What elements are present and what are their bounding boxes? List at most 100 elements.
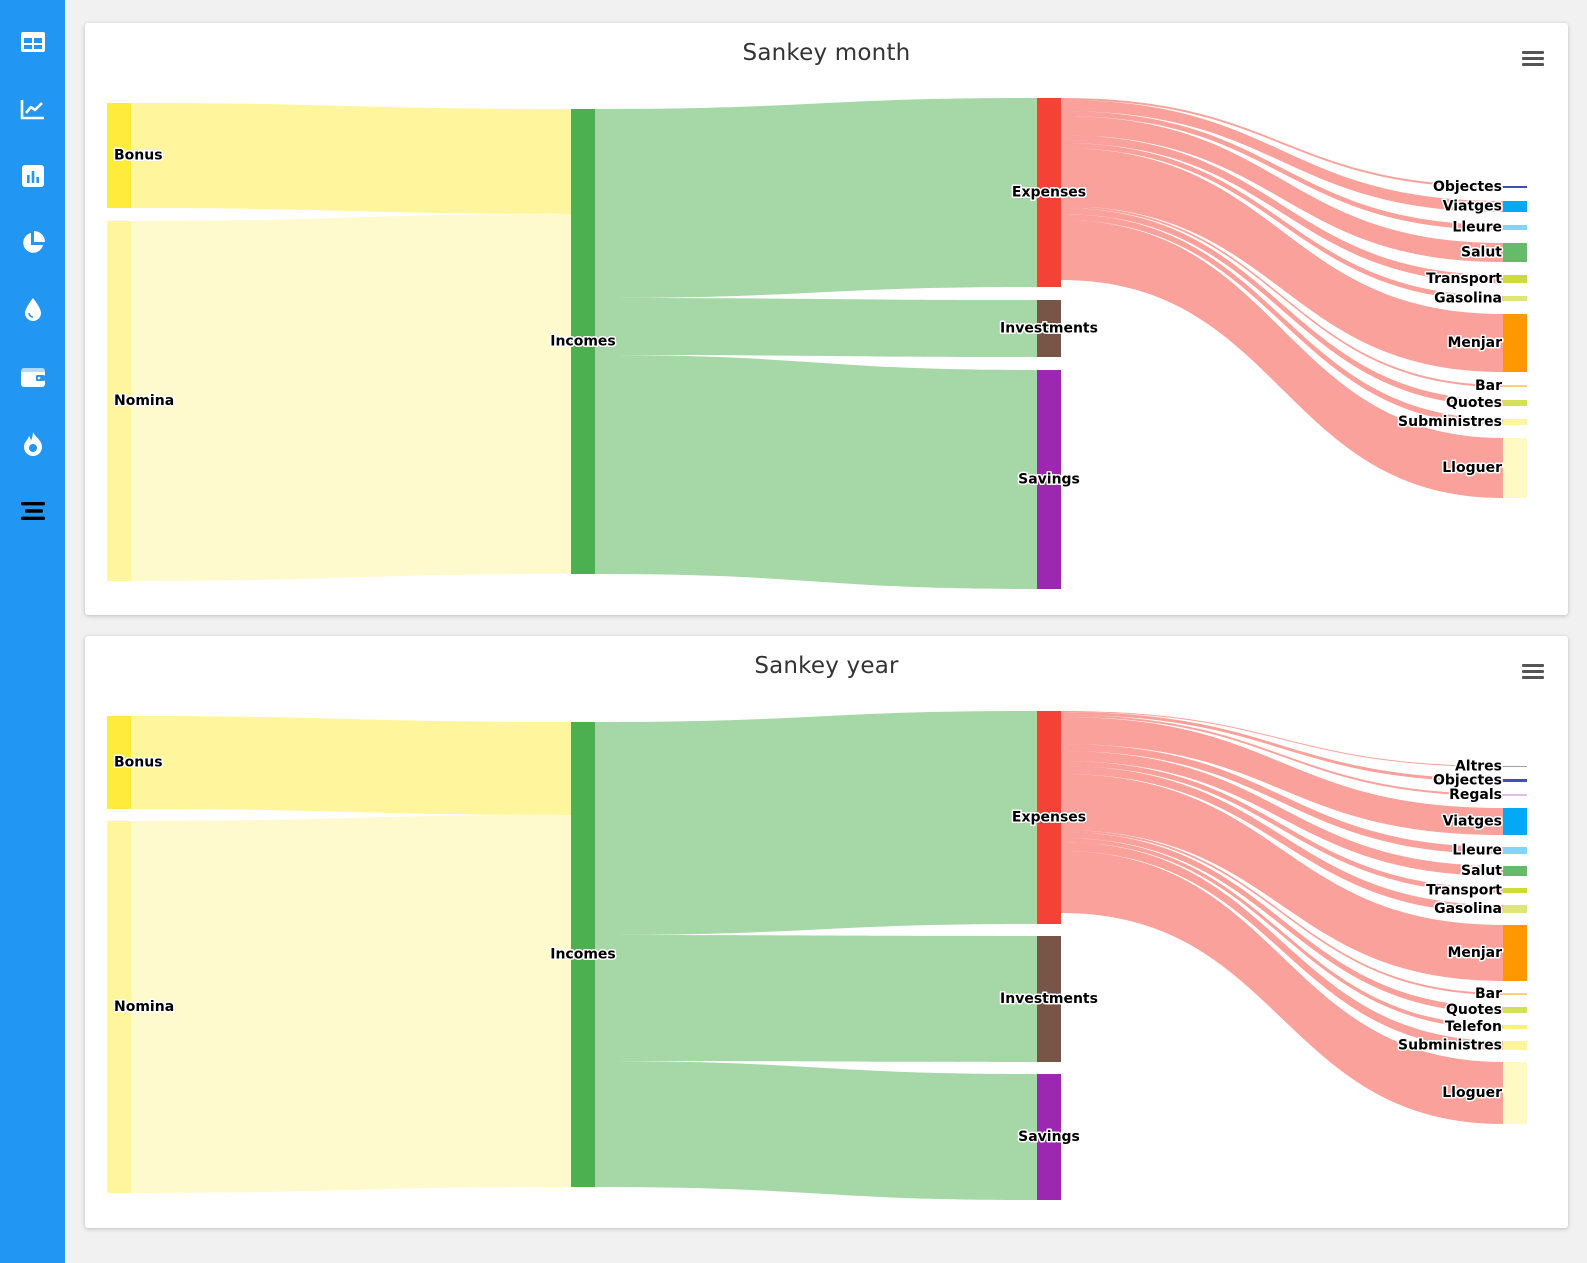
node-altres[interactable] [1503,766,1527,767]
node-label-viatges: Viatges [1443,814,1502,830]
node-label-quotes: Quotes [1446,395,1502,411]
link-expenses-to-lloguer[interactable] [1061,851,1503,1124]
node-label-lleure: Lleure [1452,220,1502,236]
node-incomes[interactable] [571,109,595,574]
node-label-investments: Investments [1000,321,1098,337]
link-expenses-to-bar[interactable] [1061,830,1503,995]
link-incomes-to-investments[interactable] [595,935,1037,1062]
node-nomina[interactable] [107,821,131,1193]
table-icon [20,31,46,53]
bar-chart-icon [21,164,45,188]
link-expenses-to-bar[interactable] [1061,206,1503,387]
link-incomes-to-expenses[interactable] [595,711,1037,935]
node-quotes[interactable] [1503,400,1527,406]
link-expenses-to-transport[interactable] [1061,761,1503,893]
node-objectes[interactable] [1503,779,1527,782]
node-transport[interactable] [1503,888,1527,893]
node-lloguer[interactable] [1503,438,1527,498]
link-expenses-to-quotes[interactable] [1061,208,1503,406]
node-gasolina[interactable] [1503,905,1527,913]
node-label-altres: Altres [1455,759,1502,775]
node-nomina[interactable] [107,221,131,581]
node-label-bar: Bar [1475,378,1502,394]
node-telefon[interactable] [1503,1025,1527,1029]
link-expenses-to-salut[interactable] [1061,751,1503,876]
sidebar-table-button[interactable] [13,22,52,61]
node-label-expenses: Expenses [1012,185,1086,201]
node-objectes[interactable] [1503,186,1527,188]
node-incomes[interactable] [571,722,595,1187]
link-expenses-to-objectes[interactable] [1061,98,1503,188]
node-label-incomes: Incomes [550,334,616,350]
link-expenses-to-quotes[interactable] [1061,832,1503,1013]
link-nomina-to-incomes[interactable] [131,815,571,1193]
node-label-lleure: Lleure [1452,843,1502,859]
link-expenses-to-viatges[interactable] [1061,100,1503,212]
node-menjar[interactable] [1503,925,1527,981]
link-incomes-to-savings[interactable] [595,1061,1037,1200]
link-incomes-to-expenses[interactable] [595,98,1037,298]
node-savings[interactable] [1037,370,1061,589]
node-bar[interactable] [1503,993,1527,995]
sidebar-wallet-button[interactable] [13,357,52,396]
hamburger-icon-bar [1522,664,1544,667]
link-expenses-to-gasolina[interactable] [1061,143,1503,301]
node-lloguer[interactable] [1503,1062,1527,1124]
link-expenses-to-salut[interactable] [1061,116,1503,262]
node-lleure[interactable] [1503,225,1527,230]
node-subministres[interactable] [1503,419,1527,425]
link-expenses-to-menjar[interactable] [1061,774,1503,981]
sidebar-bar-chart-button[interactable] [13,156,52,195]
node-viatges[interactable] [1503,201,1527,212]
link-expenses-to-regals[interactable] [1061,715,1503,796]
link-incomes-to-investments[interactable] [595,298,1037,357]
node-subministres[interactable] [1503,1041,1527,1050]
node-investments[interactable] [1037,936,1061,1062]
node-label-regals: Regals [1449,787,1502,803]
node-bar[interactable] [1503,385,1527,387]
link-expenses-to-altres[interactable] [1061,711,1503,767]
node-lleure[interactable] [1503,847,1527,854]
link-expenses-to-transport[interactable] [1061,135,1503,283]
node-expenses[interactable] [1037,711,1061,924]
link-nomina-to-incomes[interactable] [131,214,571,581]
node-bonus[interactable] [107,103,131,208]
link-expenses-to-lloguer[interactable] [1061,220,1503,498]
node-menjar[interactable] [1503,314,1527,372]
link-expenses-to-subministres[interactable] [1061,842,1503,1050]
node-quotes[interactable] [1503,1007,1527,1013]
link-incomes-to-savings[interactable] [595,355,1037,589]
chart-menu-button[interactable] [1522,662,1544,682]
sidebar-line-chart-button[interactable] [13,89,52,128]
link-expenses-to-lleure[interactable] [1061,744,1503,854]
water-drop-icon [23,297,43,323]
link-expenses-to-gasolina[interactable] [1061,766,1503,913]
sidebar-fire-button[interactable] [13,424,52,463]
node-expenses[interactable] [1037,98,1061,287]
sidebar-sankey-button[interactable] [13,491,52,530]
node-gasolina[interactable] [1503,296,1527,301]
sidebar-pie-chart-button[interactable] [13,223,52,262]
link-expenses-to-menjar[interactable] [1061,148,1503,372]
link-expenses-to-telefon[interactable] [1061,838,1503,1029]
sidebar-water-drop-button[interactable] [13,290,52,329]
link-expenses-to-lleure[interactable] [1061,111,1503,230]
link-expenses-to-viatges[interactable] [1061,717,1503,835]
node-label-nomina: Nomina [114,999,174,1015]
link-bonus-to-incomes[interactable] [131,716,571,815]
node-viatges[interactable] [1503,808,1527,835]
node-bonus[interactable] [107,716,131,809]
node-label-objectes: Objectes [1433,773,1502,789]
node-salut[interactable] [1503,866,1527,876]
link-expenses-to-subministres[interactable] [1061,214,1503,425]
node-salut[interactable] [1503,243,1527,262]
link-bonus-to-incomes[interactable] [131,103,571,214]
chart-menu-button[interactable] [1522,49,1544,69]
node-label-menjar: Menjar [1447,335,1502,351]
node-investments[interactable] [1037,300,1061,357]
node-savings[interactable] [1037,1074,1061,1200]
node-transport[interactable] [1503,275,1527,283]
node-regals[interactable] [1503,794,1527,796]
link-expenses-to-objectes[interactable] [1061,712,1503,782]
hamburger-icon-bar [1522,51,1544,54]
